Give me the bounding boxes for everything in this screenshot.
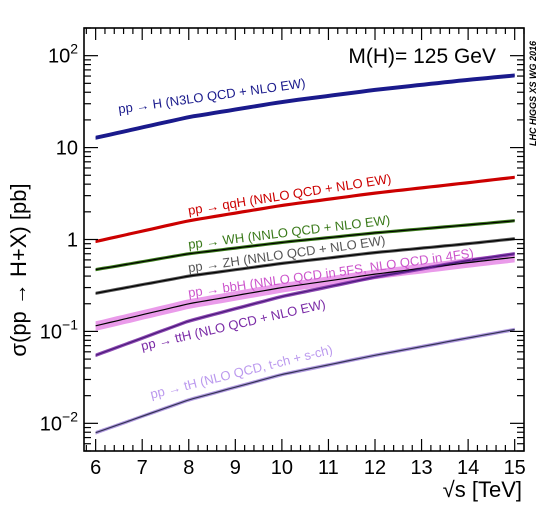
x-tick-label-4: 10 [271,457,293,479]
series-line-2 [95,220,515,271]
axis-ticks [84,27,525,452]
series-label-0: pp → H (N3LO QCD + NLO EW) [117,75,306,116]
x-tick-label-2: 8 [183,457,194,479]
series-line-3 [95,238,515,294]
x-tick-label-3: 9 [230,457,241,479]
series-label-6: pp → tH (NLO QCD, t-ch + s-ch) [149,342,335,402]
x-tick-label-0: 6 [90,457,101,479]
series-line-6 [95,328,515,434]
x-axis-title: √s [TeV] [443,477,522,502]
x-tick-label-6: 12 [364,457,386,479]
x-tick-label-8: 14 [457,457,479,479]
series-line-1 [95,176,515,243]
y-tick-labels: 102 10 1 10−1 10−2 [40,41,78,436]
y-axis-title: σ(pp → H+X) [pb] [6,183,31,356]
x-tick-label-9: 15 [504,457,526,479]
mass-annotation: M(H)= 125 GeV [348,45,496,68]
y-tick-label-0: 102 [48,41,78,68]
series-line-4 [95,256,515,327]
x-tick-label-7: 13 [410,457,432,479]
x-tick-label-5: 11 [318,457,339,479]
series-band-6 [95,327,515,435]
series-band-0 [95,73,515,140]
series-line-5 [95,253,515,356]
series-lines [95,74,515,434]
x-tick-label-1: 7 [137,457,148,479]
y-tick-label-4: 10−2 [40,408,78,435]
y-tick-label-3: 10−1 [40,316,78,343]
lhc-watermark: LHC HIGGS XS WG 2016 [528,40,538,146]
series-line-0 [95,74,515,139]
series-labels: pp → H (N3LO QCD + NLO EW)pp → qqH (NNLO… [117,75,474,401]
x-tick-labels: 6 7 8 9 10 11 12 13 14 15 [90,457,526,479]
y-tick-label-2: 1 [67,230,78,252]
y-tick-label-1: 10 [56,138,78,160]
